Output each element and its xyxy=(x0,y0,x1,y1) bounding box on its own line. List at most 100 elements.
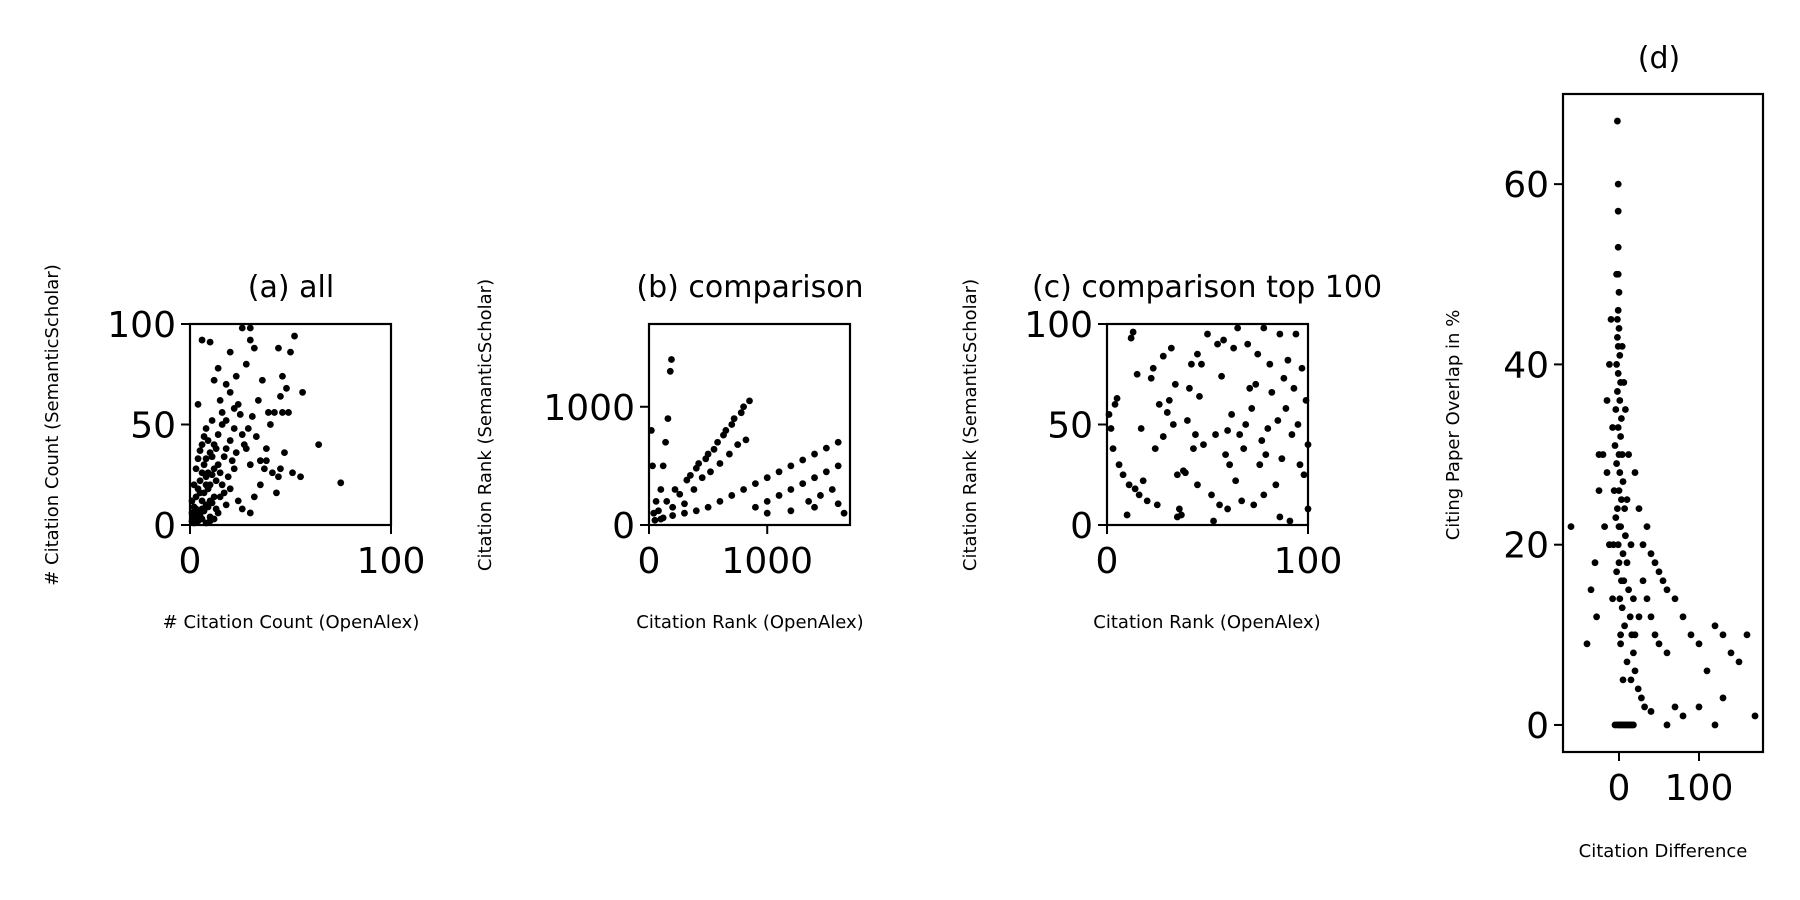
panel-c-data-point xyxy=(1290,384,1298,392)
panel-a-data-point xyxy=(210,376,218,384)
panel-d-data-point xyxy=(1643,595,1651,603)
panel-c-data-point xyxy=(1254,350,1262,358)
panel-d-data-point xyxy=(1609,424,1616,431)
panel-d-data-point xyxy=(1567,523,1575,531)
panel-d-data-point xyxy=(1659,577,1667,585)
panel-d-data-point xyxy=(1611,442,1619,449)
panel-c-data-point xyxy=(1282,405,1290,412)
panel-b-ylabel: Citation Rank (SemanticScholar) xyxy=(475,279,496,571)
panel-b-data-point xyxy=(681,500,688,508)
panel-c-ytick-label: 50 xyxy=(1047,406,1093,447)
panel-c-data-point xyxy=(1113,394,1121,402)
panel-d-data-point xyxy=(1639,577,1647,585)
panel-b-data-point xyxy=(716,497,724,505)
panel-c-data-point xyxy=(1159,433,1167,440)
panel-c-data-point xyxy=(1171,380,1179,388)
panel-d-data-point xyxy=(1593,613,1600,621)
panel-d-data-point xyxy=(1606,541,1613,549)
panel-a-data-point xyxy=(196,477,204,485)
panel-c-data-point xyxy=(1137,425,1145,432)
panel-c-data-point xyxy=(1284,356,1292,364)
panel-d-data-point xyxy=(1671,595,1679,603)
panel-a-data-point xyxy=(269,469,276,477)
panel-d-data-point xyxy=(1638,694,1645,702)
panel-d-data-point xyxy=(1616,595,1624,603)
panel-c-data-point xyxy=(1300,471,1308,479)
panel-d-ytick-label: 20 xyxy=(1503,526,1549,567)
panel-d-ytick-label: 0 xyxy=(1526,706,1549,747)
panel-a-data-point xyxy=(230,425,238,432)
panel-d-data-point xyxy=(1615,451,1623,458)
panel-a-data-point xyxy=(208,453,216,461)
panel-b-data-point xyxy=(683,476,691,484)
panel-c-data-point xyxy=(1222,451,1229,459)
panel-b-data-point xyxy=(710,445,718,453)
panel-c-data-point xyxy=(1127,334,1135,342)
panel-c-data-point xyxy=(1228,411,1236,418)
panel-d-data-point xyxy=(1655,640,1663,648)
panel-c: (c) comparison top 100 Citation Rank (Op… xyxy=(960,270,1382,633)
panel-a-data-point xyxy=(226,485,234,493)
panel-c-data-point xyxy=(1252,380,1260,388)
panel-b-data-point xyxy=(669,512,677,519)
panel-c-data-point xyxy=(1173,471,1181,479)
panel-b-data-point xyxy=(763,474,771,482)
panel-d-data-point xyxy=(1614,117,1621,125)
panel-c-data-point xyxy=(1175,505,1183,513)
panel-d-data-point xyxy=(1606,361,1613,368)
panel-b-data-point xyxy=(676,490,684,498)
panel-a-data-point xyxy=(202,455,210,463)
panel-d-data-point xyxy=(1613,568,1620,576)
panel-b-data-point xyxy=(811,474,818,482)
panel-d-data-point xyxy=(1630,595,1637,603)
panel-d-xtick-label: 100 xyxy=(1665,768,1734,809)
panel-d-title: (d) xyxy=(1638,41,1680,76)
panel-d-data-point xyxy=(1655,568,1663,576)
panel-a-data-point xyxy=(228,457,236,465)
panel-d-data-point xyxy=(1630,721,1637,729)
panel-a-points xyxy=(188,324,345,527)
panel-d-data-point xyxy=(1612,514,1620,522)
panel-c-data-point xyxy=(1151,445,1159,453)
panel-d-data-point xyxy=(1615,523,1623,531)
panel-c-data-point xyxy=(1262,451,1270,459)
panel-b-data-point xyxy=(704,503,712,511)
panel-d-data-point xyxy=(1622,406,1629,413)
panel-b-data-point xyxy=(690,486,698,493)
panel-a-data-point xyxy=(214,364,222,372)
panel-a-data-point xyxy=(222,380,230,388)
panel-b-data-point xyxy=(834,500,842,508)
panel-a-ytick-label: 50 xyxy=(130,406,176,447)
panel-a-data-point xyxy=(283,384,290,392)
panel-c-data-point xyxy=(1135,491,1143,499)
panel-b-data-point xyxy=(652,497,660,505)
panel-d-data-point xyxy=(1620,379,1628,386)
panel-a-data-point xyxy=(291,332,298,340)
panel-c-data-point xyxy=(1224,427,1231,434)
panel-d-ytick-label: 60 xyxy=(1503,165,1549,206)
panel-c-data-point xyxy=(1181,469,1189,477)
panel-a-data-point xyxy=(194,401,202,408)
panel-c-ticks: 0 100 0 50 100 xyxy=(1024,305,1342,582)
panel-c-data-point xyxy=(1236,431,1244,438)
panel-b-data-point xyxy=(811,503,818,511)
panel-d-data-point xyxy=(1618,604,1626,612)
panel-c-data-point xyxy=(1272,481,1280,489)
panel-c-data-point xyxy=(1173,513,1181,521)
panel-b-data-point xyxy=(714,438,721,446)
panel-b-data-point xyxy=(730,415,738,422)
panel-c-data-point xyxy=(1232,477,1240,485)
panel-a-data-point xyxy=(220,453,228,461)
panel-a-data-point xyxy=(200,489,208,497)
panel-d-data-point xyxy=(1617,433,1624,440)
panel-c-data-point xyxy=(1200,441,1207,448)
panel-c-data-point xyxy=(1184,417,1191,424)
panel-a-data-point xyxy=(206,338,214,346)
panel-a-data-point xyxy=(222,417,230,424)
panel-c-data-point xyxy=(1230,344,1238,352)
panel-d-data-point xyxy=(1587,586,1595,594)
panel-a-data-point xyxy=(226,348,234,356)
panel-b-data-point xyxy=(787,486,795,493)
panel-d-data-point xyxy=(1647,613,1655,621)
panel-b-data-point xyxy=(828,486,836,493)
